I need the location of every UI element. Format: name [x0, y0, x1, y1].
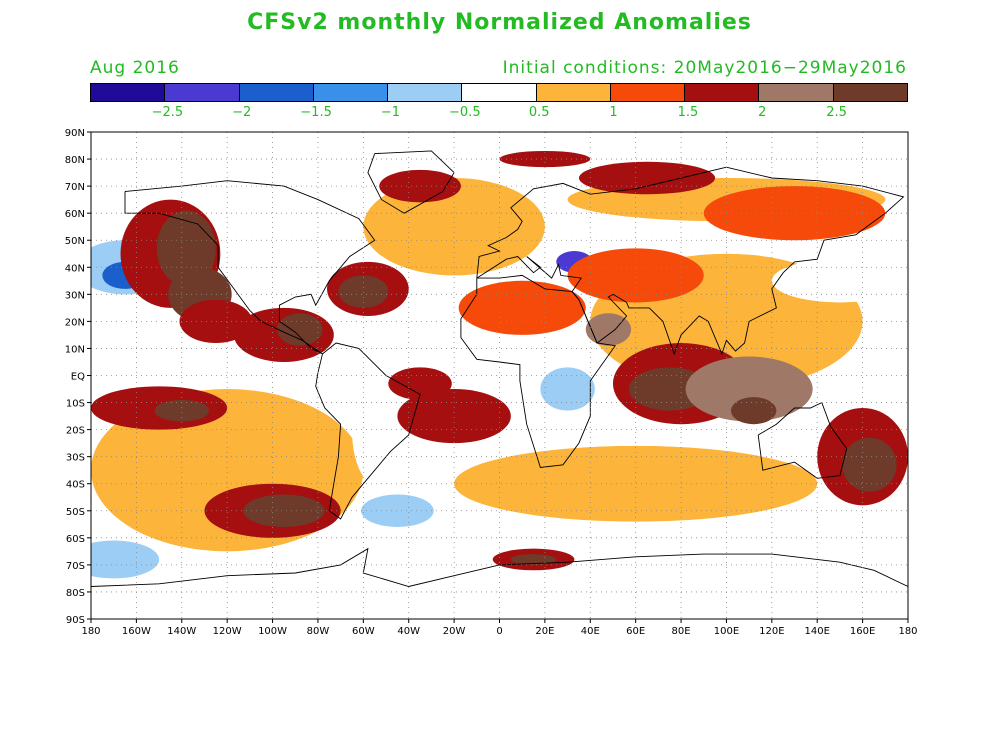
- lat-label: 70N: [65, 182, 85, 193]
- lat-label: 50S: [66, 507, 85, 518]
- lon-label: 60W: [352, 626, 375, 637]
- colorbar-swatch: [833, 84, 907, 101]
- lon-label: 40W: [397, 626, 420, 637]
- anomaly-region: [91, 540, 160, 579]
- lat-label: 40S: [66, 480, 85, 491]
- lon-label: 40E: [581, 626, 600, 637]
- anomaly-region: [499, 150, 591, 168]
- anomaly-region: [458, 280, 586, 335]
- colorbar-tick-label: 0.5: [528, 105, 550, 120]
- lat-label: 80N: [65, 155, 85, 166]
- initial-conditions: Initial conditions: 20May2016−29May2016: [502, 58, 907, 78]
- lat-label: 70S: [66, 561, 85, 572]
- lat-label: 40N: [65, 263, 85, 274]
- colorbar-swatch: [165, 84, 240, 101]
- anomaly-region: [730, 397, 777, 425]
- anomaly-region: [771, 259, 908, 303]
- lat-label: EQ: [71, 372, 85, 383]
- anomaly-region: [540, 367, 595, 411]
- anomaly-region: [578, 481, 761, 514]
- colorbar-swatch: [91, 84, 166, 101]
- colorbar-tick-label: −2: [232, 105, 252, 120]
- lon-label: 80E: [672, 626, 691, 637]
- lat-label: 80S: [66, 588, 85, 599]
- lon-label: 80W: [307, 626, 330, 637]
- colorbar-swatch: [462, 84, 537, 101]
- anomaly-region: [243, 494, 325, 528]
- colorbar-swatch: [313, 84, 389, 101]
- lon-label: 160E: [850, 626, 875, 637]
- colorbar: [90, 83, 908, 102]
- anomaly-region: [277, 313, 323, 346]
- lon-label: 120E: [759, 626, 784, 637]
- forecast-month: Aug 2016: [90, 58, 180, 78]
- lat-label: 20N: [65, 317, 85, 328]
- lon-label: 180: [898, 626, 917, 637]
- lon-label: 140E: [805, 626, 830, 637]
- lat-label: 60S: [66, 534, 85, 545]
- lat-label: 60N: [65, 209, 85, 220]
- colorbar-tick-label: −2.5: [151, 105, 184, 120]
- coastline: [757, 401, 848, 479]
- lat-label: 50N: [65, 236, 85, 247]
- lon-label: 100W: [258, 626, 287, 637]
- coastline: [315, 342, 421, 520]
- anomaly-region: [361, 494, 434, 528]
- anomaly-region: [703, 186, 886, 241]
- coastline: [476, 166, 905, 356]
- colorbar-swatch: [610, 84, 686, 101]
- lat-label: 10S: [66, 399, 85, 410]
- lat-label: 20S: [66, 426, 85, 437]
- anomaly-region: [585, 313, 632, 346]
- colorbar-swatch: [536, 84, 611, 101]
- anomaly-region: [578, 161, 716, 195]
- colorbar-tick-label: 1.5: [677, 105, 699, 120]
- colorbar-swatch: [685, 84, 760, 101]
- colorbar-tick-label: −1: [380, 105, 401, 120]
- anomaly-region: [685, 356, 813, 422]
- coastline: [91, 547, 908, 587]
- lat-label: 30N: [65, 290, 85, 301]
- lon-label: 180: [81, 626, 100, 637]
- lon-label: 100E: [714, 626, 739, 637]
- colorbar-tick-label: 2.5: [826, 105, 847, 120]
- colorbar-swatch: [239, 84, 314, 101]
- anomaly-region: [351, 375, 398, 484]
- colorbar-swatch: [759, 84, 834, 101]
- anomaly-region: [154, 399, 210, 422]
- lat-label: 10N: [65, 344, 85, 355]
- lon-label: 20E: [535, 626, 554, 637]
- colorbar-legend: −2.5 −2 −1.5 −1 −0.5 0.5 1 1.5 2 2.5: [90, 83, 908, 123]
- lon-label: 20W: [443, 626, 466, 637]
- lon-label: 60E: [626, 626, 645, 637]
- chart-title: CFSv2 monthly Normalized Anomalies: [247, 10, 752, 35]
- colorbar-swatch: [388, 84, 463, 101]
- anomaly-region: [338, 275, 389, 308]
- colorbar-tick-label: 2: [758, 105, 767, 120]
- anomaly-region: [388, 367, 452, 400]
- lon-label: 140W: [167, 626, 196, 637]
- anomaly-region: [379, 169, 461, 203]
- lon-label: 160W: [122, 626, 151, 637]
- anomaly-region: [567, 248, 704, 303]
- coastline: [124, 180, 376, 355]
- lat-label: 90N: [65, 128, 85, 139]
- anomaly-region: [842, 437, 897, 492]
- coastline: [367, 150, 455, 214]
- lon-label: 0: [496, 626, 502, 637]
- lat-label: 90S: [66, 615, 85, 626]
- coastline: [460, 274, 616, 468]
- anomaly-region: [179, 299, 253, 344]
- lon-label: 120W: [213, 626, 242, 637]
- colorbar-tick-label: −1.5: [300, 105, 332, 120]
- anomaly-region: [397, 389, 511, 444]
- colorbar-tick-label: −0.5: [449, 105, 481, 120]
- colorbar-tick-label: 1: [609, 105, 618, 120]
- lat-label: 30S: [66, 453, 85, 464]
